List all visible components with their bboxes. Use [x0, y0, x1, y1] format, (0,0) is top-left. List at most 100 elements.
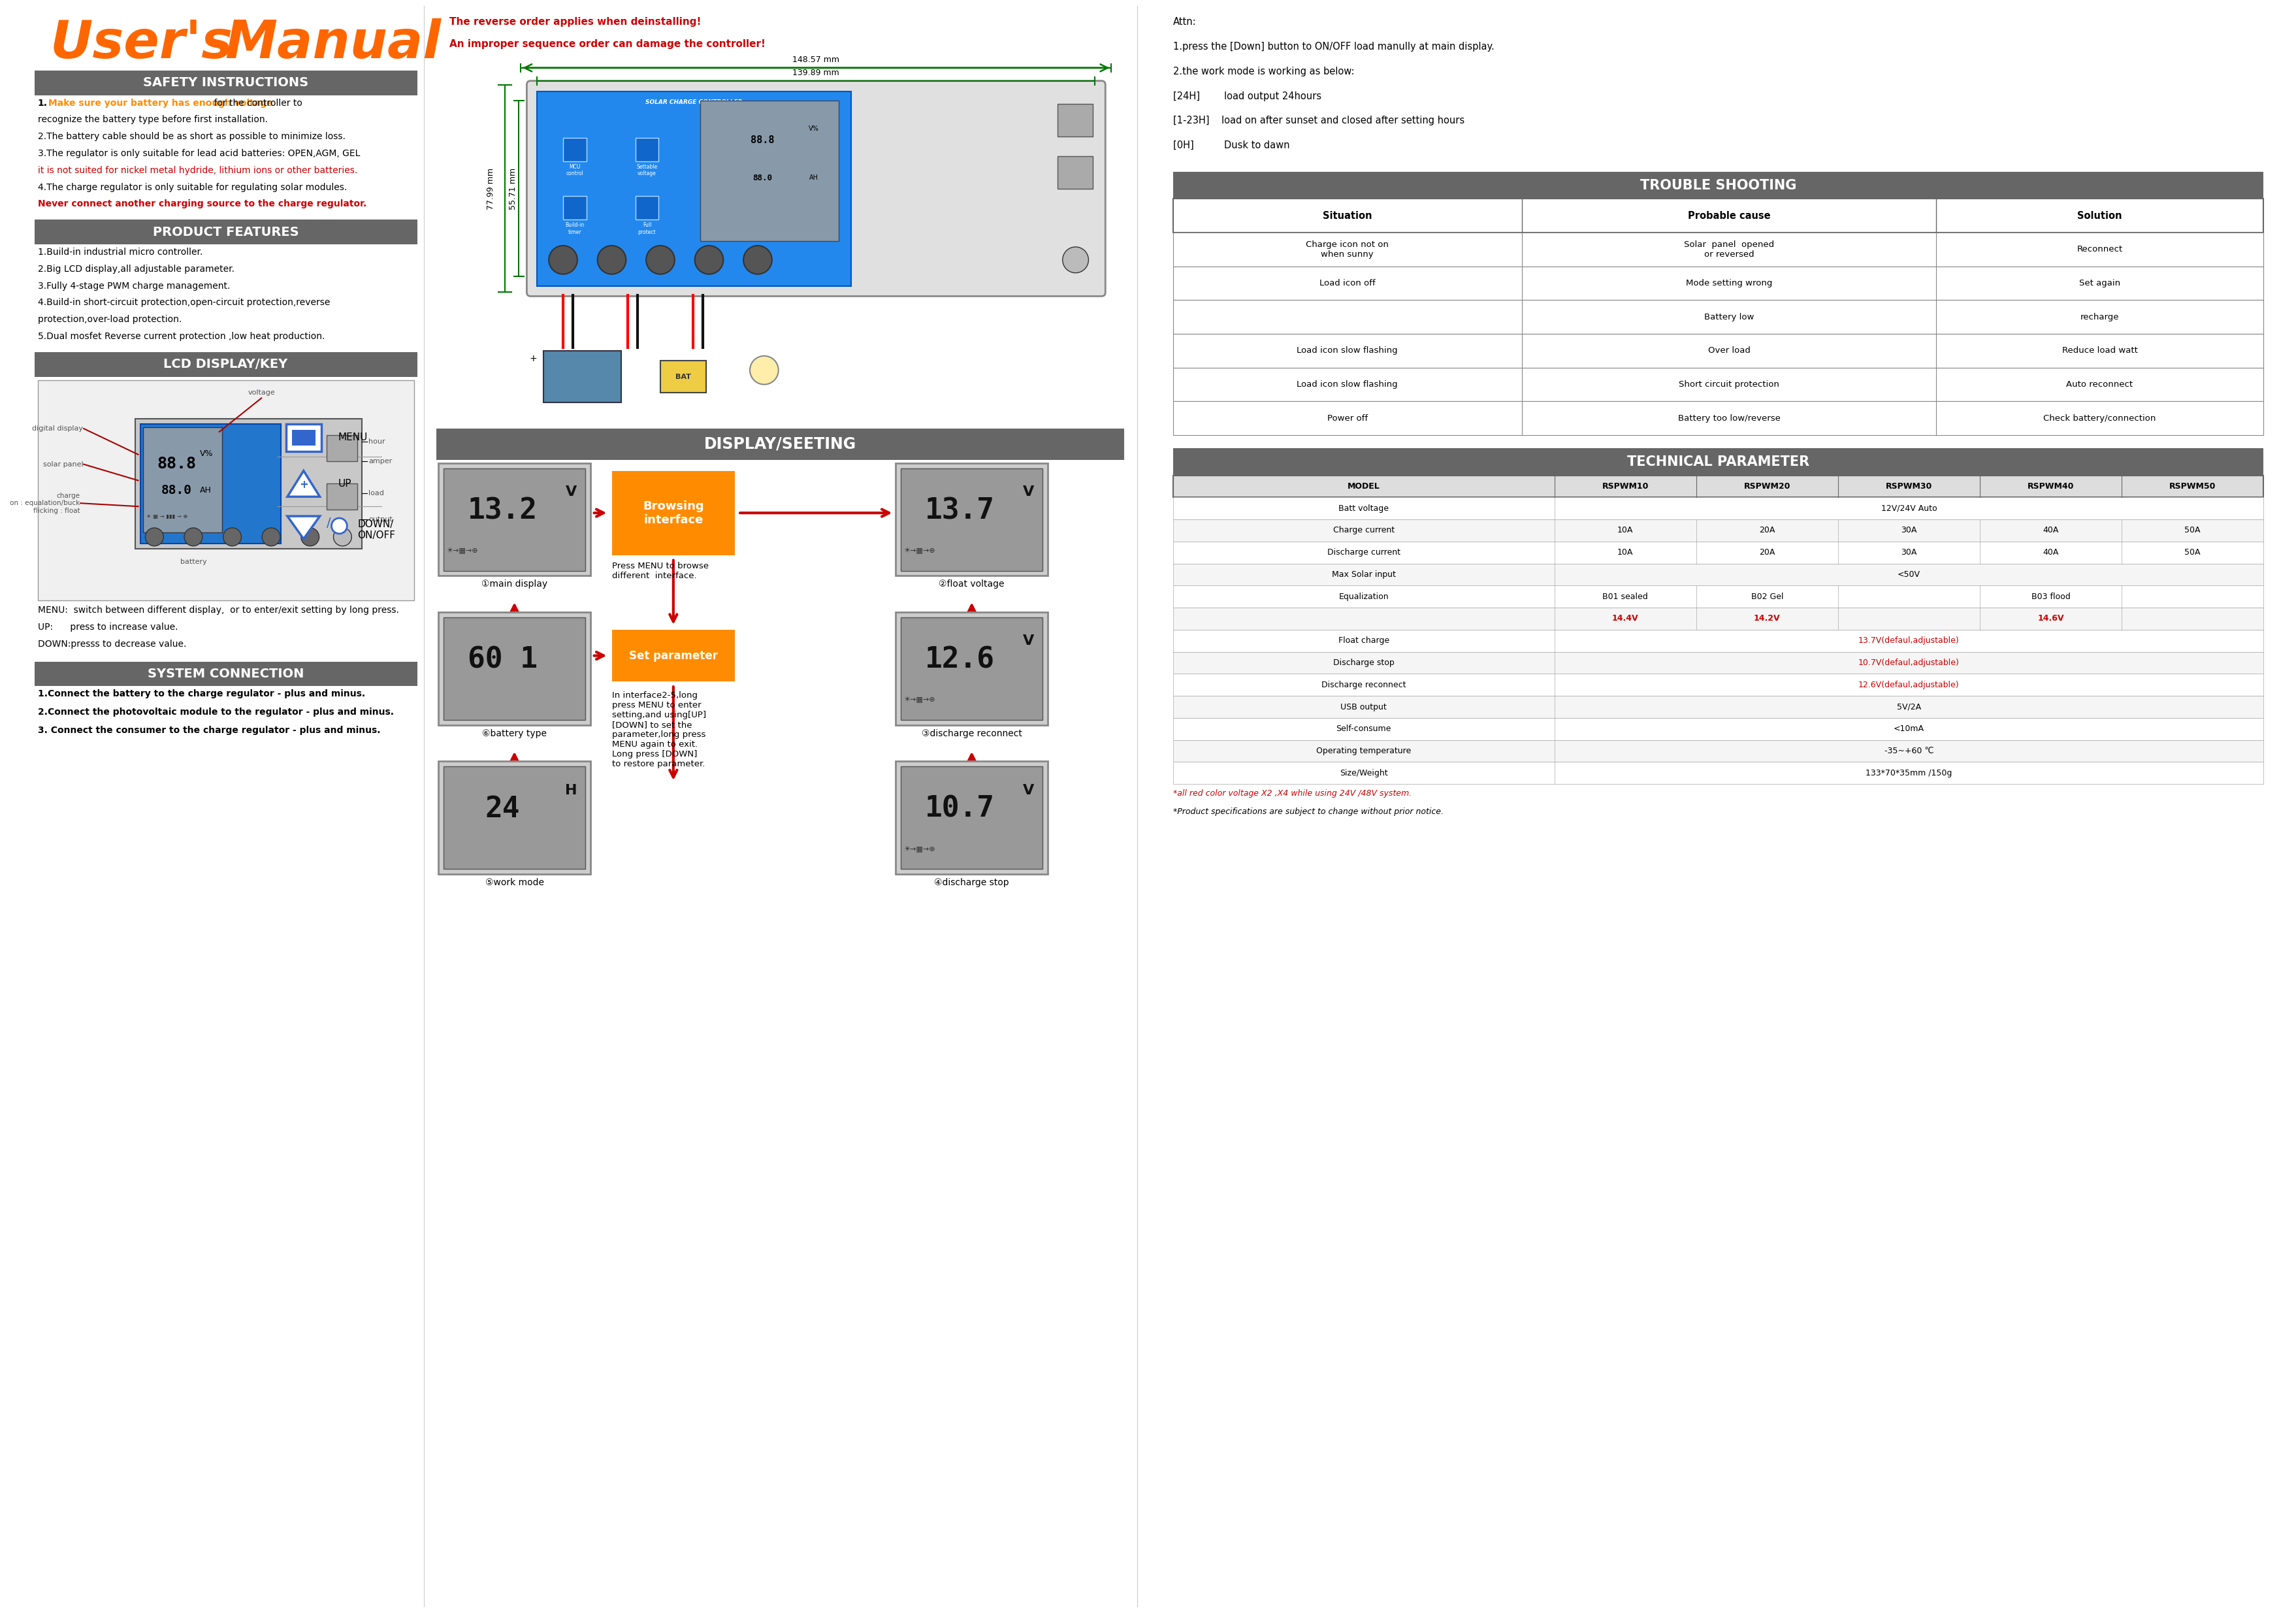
Bar [900, 618, 1042, 719]
Text: recharge: recharge [2080, 313, 2119, 321]
Text: voltage: voltage [248, 390, 276, 397]
Text: recognize the battery type before first installation.: recognize the battery type before first … [37, 115, 266, 124]
Bar [1173, 652, 2262, 674]
Circle shape [744, 245, 771, 274]
Text: Solar  panel  opened
or reversed: Solar panel opened or reversed [1683, 240, 1773, 258]
Text: *all red color voltage X2 ,X4 while using 24V /48V system.: *all red color voltage X2 ,X4 while usin… [1173, 789, 1412, 798]
Text: Batt voltage: Batt voltage [1339, 505, 1389, 513]
Text: 5.Dual mosfet Reverse current protection ,low heat production.: 5.Dual mosfet Reverse current protection… [37, 332, 324, 340]
Text: 88.8: 88.8 [156, 456, 195, 473]
Text: ☀→▦→⊕: ☀→▦→⊕ [902, 845, 934, 852]
Text: 88.0: 88.0 [161, 484, 193, 497]
Text: RSPWM20: RSPWM20 [1743, 482, 1791, 490]
Text: [24H]        load output 24hours: [24H] load output 24hours [1173, 92, 1320, 102]
Text: 40A: 40A [2041, 526, 2057, 534]
Text: Discharge current: Discharge current [1327, 548, 1401, 556]
Text: 148.57 mm: 148.57 mm [792, 55, 840, 65]
FancyBboxPatch shape [895, 613, 1047, 726]
Text: In interface2-5,long
press MENU to enter
setting,and using[UP]
[DOWN] to set the: In interface2-5,long press MENU to enter… [611, 692, 705, 768]
Text: 30A: 30A [1901, 526, 1917, 534]
Bar [34, 352, 418, 377]
Bar [544, 350, 622, 403]
Text: amper: amper [367, 458, 393, 465]
Text: DISPLAY/SEETING: DISPLAY/SEETING [705, 436, 856, 452]
Bar [1173, 266, 2262, 300]
Text: [0H]          Dusk to dawn: [0H] Dusk to dawn [1173, 140, 1288, 150]
Text: 1.Build-in industrial micro controller.: 1.Build-in industrial micro controller. [37, 247, 202, 256]
Text: Probable cause: Probable cause [1688, 211, 1770, 221]
Text: RSPWM40: RSPWM40 [2027, 482, 2073, 490]
Text: SYSTEM CONNECTION: SYSTEM CONNECTION [147, 668, 303, 681]
Text: for the controller to: for the controller to [211, 98, 303, 108]
Text: TROUBLE SHOOTING: TROUBLE SHOOTING [1639, 179, 1795, 192]
Text: Over load: Over load [1708, 347, 1750, 355]
Text: V: V [1022, 634, 1033, 647]
Text: Auto reconnect: Auto reconnect [2066, 381, 2133, 389]
Text: Solution: Solution [2078, 211, 2122, 221]
Text: 12.6V(defaul,adjustable): 12.6V(defaul,adjustable) [1857, 681, 1958, 689]
Text: V%: V% [200, 450, 214, 458]
Bar [900, 468, 1042, 571]
Text: 10.7: 10.7 [925, 795, 994, 823]
Text: 10A: 10A [1616, 526, 1632, 534]
Text: Load icon slow flashing: Load icon slow flashing [1297, 381, 1398, 389]
Bar [1173, 171, 2262, 198]
Text: ON/OFF: ON/OFF [358, 531, 395, 540]
Text: 50A: 50A [2183, 548, 2200, 556]
Text: ☀→▦→⊕: ☀→▦→⊕ [445, 547, 478, 553]
Text: 14.2V: 14.2V [1754, 615, 1779, 623]
Text: DOWN:presss to decrease value.: DOWN:presss to decrease value. [37, 639, 186, 648]
Text: Press MENU to browse
different  interface.: Press MENU to browse different interface… [611, 561, 707, 579]
Text: Browsing
interface: Browsing interface [643, 500, 705, 526]
Bar [443, 468, 585, 571]
Text: Manual: Manual [225, 18, 441, 69]
Text: UP: UP [338, 479, 351, 489]
Bar [563, 197, 585, 219]
Text: V: V [1022, 784, 1033, 797]
FancyBboxPatch shape [526, 81, 1104, 297]
Circle shape [223, 527, 241, 547]
Text: ☀ ▦ → ▮▮▮ → ⊕: ☀ ▦ → ▮▮▮ → ⊕ [147, 513, 188, 519]
Text: Build-in
timer: Build-in timer [565, 223, 583, 235]
Text: protection,over-load protection.: protection,over-load protection. [37, 315, 181, 324]
Text: Full
protect: Full protect [638, 223, 657, 235]
Text: *Product specifications are subject to change without prior notice.: *Product specifications are subject to c… [1173, 808, 1442, 816]
Text: -35~+60 ℃: -35~+60 ℃ [1883, 747, 1933, 755]
Text: charge
on : equalation/buck
flicking : float: charge on : equalation/buck flicking : f… [9, 492, 80, 515]
Text: The reverse order applies when deinstalling!: The reverse order applies when deinstall… [450, 18, 700, 27]
Text: 2.the work mode is working as below:: 2.the work mode is working as below: [1173, 66, 1355, 76]
Text: Load icon off: Load icon off [1318, 279, 1375, 287]
Text: ②float voltage: ②float voltage [939, 579, 1003, 589]
Text: Self-consume: Self-consume [1336, 724, 1391, 734]
Text: 20A: 20A [1759, 526, 1775, 534]
Text: 12V/24V Auto: 12V/24V Auto [1880, 505, 1936, 513]
Bar [1173, 586, 2262, 608]
Text: AH: AH [200, 486, 211, 495]
Text: ⑥battery type: ⑥battery type [482, 729, 546, 739]
Text: 40A: 40A [2041, 548, 2057, 556]
Text: 2.Big LCD display,all adjustable parameter.: 2.Big LCD display,all adjustable paramet… [37, 265, 234, 274]
Text: solar panel: solar panel [44, 461, 83, 468]
Circle shape [145, 527, 163, 547]
Bar [611, 629, 735, 682]
Bar [140, 424, 280, 544]
Text: Equalization: Equalization [1339, 592, 1389, 602]
Bar [37, 381, 413, 600]
Text: Battery too low/reverse: Battery too low/reverse [1678, 415, 1779, 423]
Text: ☀→▦→⊕: ☀→▦→⊕ [902, 547, 934, 553]
Bar [326, 436, 358, 461]
Text: Make sure your battery has enough voltage: Make sure your battery has enough voltag… [48, 98, 273, 108]
Bar [292, 431, 315, 445]
Bar [135, 419, 363, 548]
Bar [1056, 105, 1093, 137]
Bar [1173, 674, 2262, 695]
Bar [1173, 402, 2262, 436]
FancyBboxPatch shape [895, 761, 1047, 874]
Text: Charge icon not on
when sunny: Charge icon not on when sunny [1306, 240, 1389, 258]
Text: B02 Gel: B02 Gel [1750, 592, 1782, 602]
Text: RSPWM10: RSPWM10 [1603, 482, 1649, 490]
Text: 1.: 1. [37, 98, 48, 108]
Text: 10A: 10A [1616, 548, 1632, 556]
Bar [1173, 232, 2262, 266]
Text: DOWN/: DOWN/ [358, 519, 393, 529]
